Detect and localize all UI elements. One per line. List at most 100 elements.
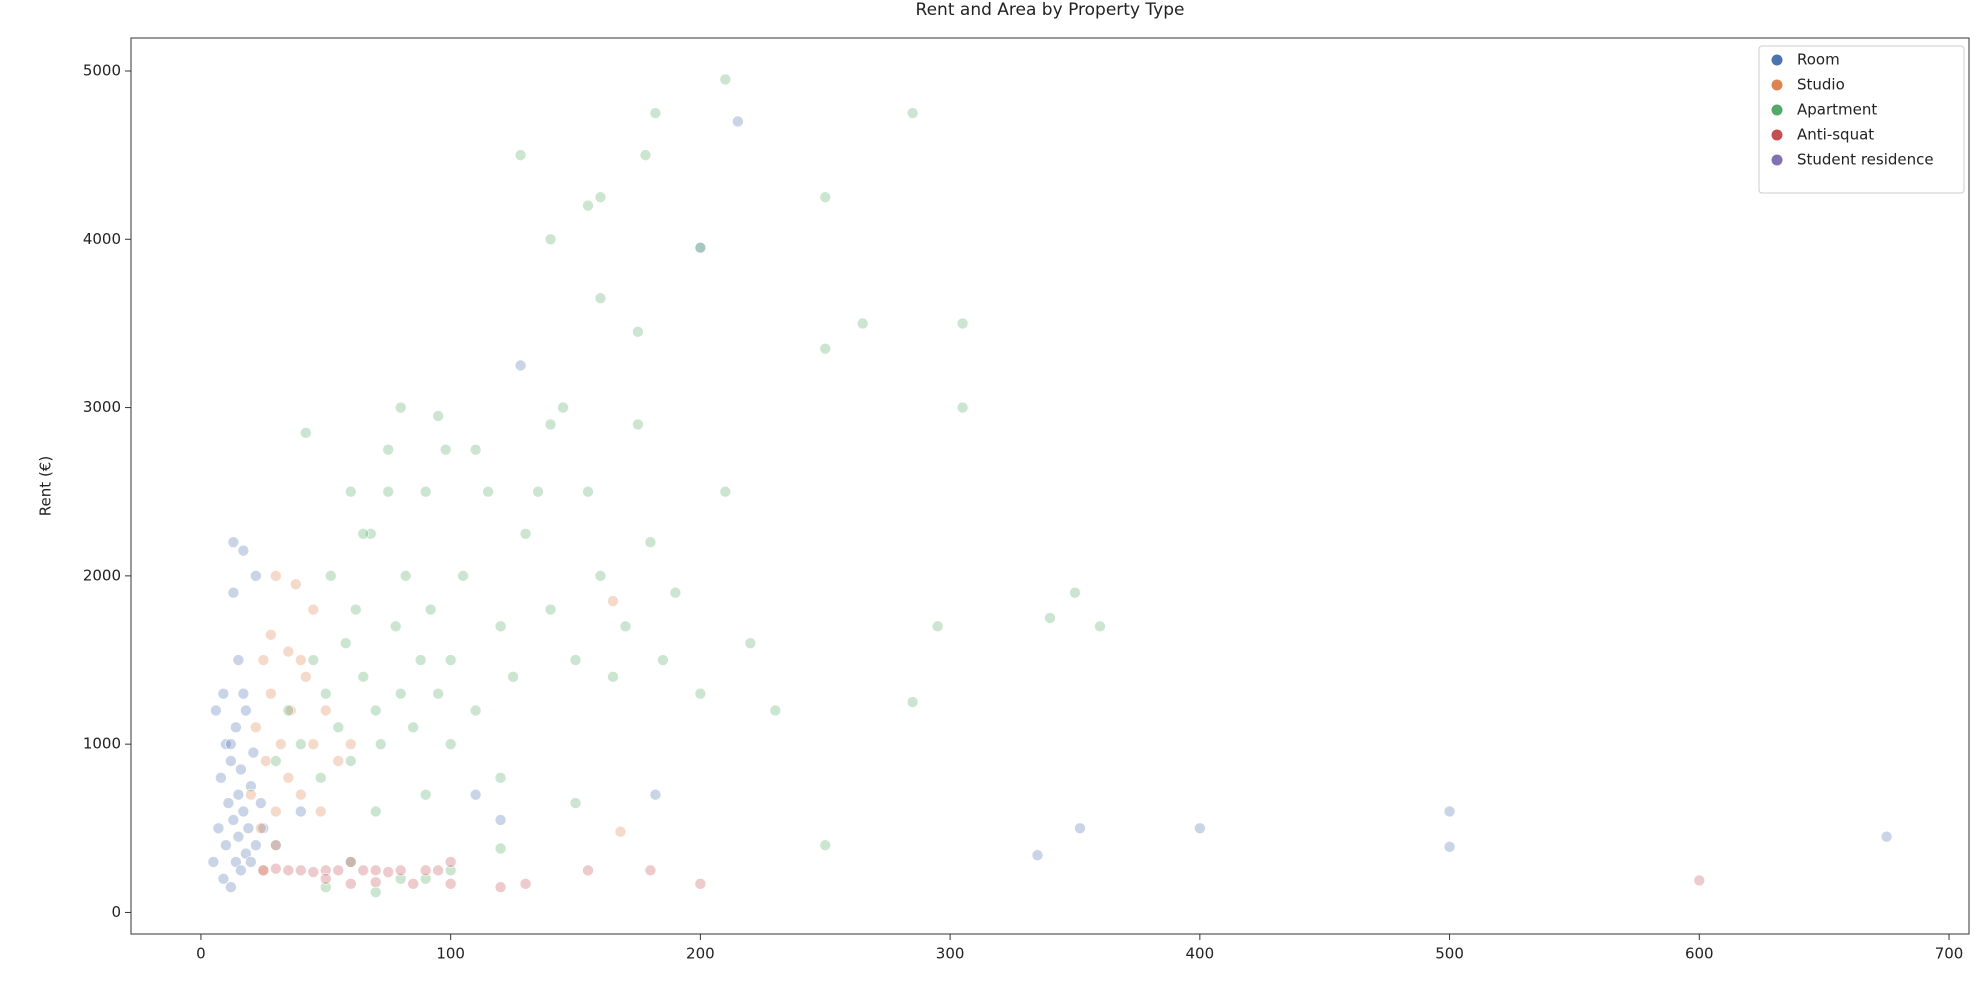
point (931, 620, 944, 633)
legend-marker (1771, 54, 1783, 66)
point (215, 772, 227, 784)
point (632, 326, 644, 338)
legend-marker (1771, 104, 1783, 116)
point (1074, 822, 1086, 835)
y-tick-label: 5000 (83, 61, 121, 79)
point (432, 687, 444, 700)
x-tick-label: 200 (686, 945, 715, 963)
point (544, 418, 557, 431)
point (906, 696, 919, 708)
point (457, 570, 469, 582)
point (290, 578, 302, 591)
point (217, 687, 230, 700)
point (344, 485, 357, 498)
point (282, 772, 295, 784)
point (582, 864, 594, 877)
point (257, 654, 270, 666)
point (319, 881, 332, 894)
legend-marker (1771, 154, 1783, 166)
point (232, 788, 245, 801)
point (210, 704, 222, 717)
x-tick-label: 400 (1186, 945, 1215, 963)
point (1880, 830, 1893, 843)
point (369, 704, 382, 717)
point (225, 738, 237, 750)
point (444, 738, 457, 750)
point (295, 805, 307, 818)
point (369, 876, 382, 888)
point (220, 839, 232, 851)
legend-label: Room (1797, 51, 1840, 69)
point (344, 755, 357, 767)
point (1094, 620, 1106, 633)
point (557, 401, 569, 414)
point (532, 485, 544, 498)
point (494, 620, 507, 633)
point (494, 772, 507, 784)
point (399, 570, 412, 582)
point (255, 822, 267, 835)
point (614, 825, 627, 838)
point (227, 814, 240, 826)
point (744, 637, 757, 649)
legend-label: Anti-squat (1797, 126, 1874, 144)
point (250, 721, 262, 734)
legend-box (1758, 45, 1965, 194)
point (307, 738, 320, 750)
point (382, 485, 395, 498)
point (494, 814, 507, 826)
point (369, 886, 382, 899)
point (344, 856, 357, 868)
point (669, 586, 682, 599)
point (227, 536, 240, 549)
point (407, 721, 419, 734)
point (432, 864, 444, 877)
point (694, 687, 707, 700)
point (357, 864, 370, 877)
point (242, 822, 255, 835)
point (265, 628, 277, 641)
point (1044, 612, 1056, 624)
point (295, 864, 307, 877)
point (594, 570, 607, 582)
point (324, 570, 337, 582)
point (220, 738, 232, 750)
point (237, 687, 250, 700)
point (419, 872, 432, 885)
point (307, 603, 320, 616)
point (419, 788, 432, 801)
point (332, 864, 345, 877)
point (444, 878, 457, 890)
point (419, 864, 432, 877)
x-tick-label: 0 (196, 945, 206, 963)
point (394, 872, 407, 885)
legend-marker (1771, 129, 1783, 141)
point (494, 842, 507, 855)
point (295, 788, 307, 801)
point (237, 805, 250, 818)
point (232, 830, 245, 843)
point (314, 772, 327, 784)
point (245, 780, 257, 793)
legend-marker (1771, 79, 1783, 91)
point (314, 805, 327, 818)
point (319, 872, 332, 885)
y-tick-label: 4000 (83, 230, 121, 248)
point (719, 73, 732, 86)
point (237, 544, 250, 557)
point (694, 878, 707, 890)
point (212, 822, 225, 835)
point (644, 536, 657, 549)
point (514, 359, 527, 372)
point (282, 704, 295, 717)
point (582, 485, 594, 498)
point (307, 866, 320, 878)
point (332, 721, 345, 734)
point (232, 654, 245, 666)
point (339, 637, 352, 649)
point (514, 149, 527, 161)
point (349, 603, 362, 616)
point (582, 199, 594, 212)
point (469, 788, 482, 801)
